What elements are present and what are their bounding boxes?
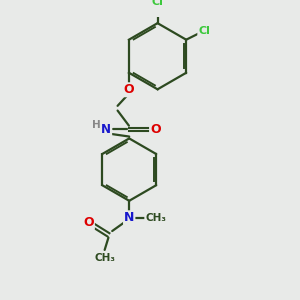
Text: Cl: Cl [198, 26, 210, 36]
Text: O: O [150, 123, 161, 136]
Text: H: H [92, 120, 101, 130]
Text: N: N [101, 123, 111, 136]
Text: CH₃: CH₃ [94, 254, 115, 263]
Text: Cl: Cl [152, 0, 164, 8]
Text: N: N [124, 211, 134, 224]
Text: O: O [83, 216, 94, 229]
Text: CH₃: CH₃ [145, 213, 166, 223]
Text: O: O [124, 83, 134, 96]
